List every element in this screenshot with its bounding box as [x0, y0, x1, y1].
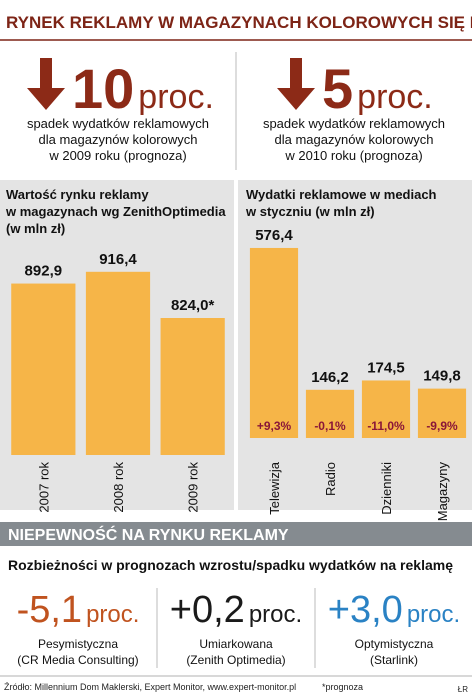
- forecast-source: (Starlink): [370, 653, 418, 667]
- forecast-label: Optymistyczna: [355, 637, 434, 651]
- bar: [85, 271, 151, 455]
- highlight-figure: 5 proc.: [322, 57, 433, 120]
- down-arrow: [27, 58, 65, 110]
- highlight-text: dla magazynów kolorowych: [275, 132, 434, 147]
- chart-title: Wydatki reklamowe w mediach: [246, 187, 437, 202]
- change-label: -0,1%: [314, 419, 346, 433]
- section-bar: [0, 522, 472, 546]
- highlight-unit: proc.: [357, 78, 433, 116]
- highlight-text: w 2010 roku (prognoza): [284, 148, 422, 163]
- forecast-value: +0,2: [170, 589, 245, 631]
- forecast-label: Umiarkowana: [199, 637, 273, 651]
- highlight-unit: proc.: [138, 78, 214, 116]
- highlight-text: w 2009 roku (prognoza): [48, 148, 186, 163]
- change-label: -11,0%: [367, 419, 405, 433]
- footer-note: *prognoza: [322, 682, 363, 692]
- value-label: 149,8: [423, 368, 461, 385]
- value-label: 916,4: [99, 251, 137, 268]
- highlight-value: 5: [322, 57, 353, 120]
- value-label: 824,0*: [171, 297, 215, 314]
- forecast-value: +3,0: [328, 589, 403, 631]
- chart-title: (w mln zł): [6, 221, 65, 236]
- chart-title: w magazynach wg ZenithOptimedia: [5, 204, 226, 219]
- bar: [160, 318, 225, 455]
- x-tick-label: 2009 rok: [186, 462, 201, 513]
- chart-title: w styczniu (w mln zł): [245, 204, 375, 219]
- chart-title: Wartość rynku reklamy: [6, 187, 149, 202]
- x-tick-label: Magazyny: [435, 462, 450, 522]
- bar: [305, 389, 355, 438]
- forecast-figure: +0,2 proc.: [170, 589, 302, 631]
- main-title: RYNEK REKLAMY W MAGAZYNACH KOLOROWYCH SI…: [6, 13, 472, 32]
- footer-credit: ŁR: [458, 685, 468, 694]
- x-tick-label: 2007 rok: [36, 462, 51, 513]
- section-title: NIEPEWNOŚĆ NA RYNKU REKLAMY: [8, 525, 289, 544]
- down-arrow: [277, 58, 315, 110]
- value-label: 576,4: [255, 227, 293, 244]
- bar: [249, 247, 299, 438]
- highlight-text: dla magazynów kolorowych: [39, 132, 198, 147]
- x-tick-label: Dzienniki: [379, 462, 394, 515]
- value-label: 892,9: [25, 263, 63, 280]
- highlight-text: spadek wydatków reklamowych: [263, 116, 445, 131]
- section-subtitle: Rozbieżności w prognozach wzrostu/spadku…: [8, 557, 453, 573]
- highlight-text: spadek wydatków reklamowych: [27, 116, 209, 131]
- forecast-source: (Zenith Optimedia): [186, 653, 285, 667]
- bar: [11, 283, 76, 455]
- change-label: -9,9%: [426, 419, 458, 433]
- bar: [361, 380, 411, 438]
- forecast-figure: -5,1 proc.: [17, 589, 140, 631]
- forecast-unit: proc.: [249, 601, 302, 628]
- forecast-value: -5,1: [17, 589, 82, 631]
- value-label: 146,2: [311, 369, 349, 386]
- highlight-figure: 10 proc.: [72, 57, 214, 120]
- bar: [417, 388, 467, 438]
- forecast-label: Pesymistyczna: [38, 637, 118, 651]
- footer-source: Źródło: Millennium Dom Maklerski, Expert…: [4, 682, 296, 692]
- x-tick-label: Telewizja: [267, 461, 282, 515]
- x-tick-label: 2008 rok: [111, 462, 126, 513]
- forecast-unit: proc.: [86, 601, 139, 628]
- forecast-unit: proc.: [407, 601, 460, 628]
- x-tick-label: Radio: [323, 462, 338, 496]
- value-label: 174,5: [367, 359, 405, 376]
- highlight-value: 10: [72, 57, 134, 120]
- forecast-source: (CR Media Consulting): [17, 653, 138, 667]
- forecast-figure: +3,0 proc.: [328, 589, 460, 631]
- change-label: +9,3%: [257, 419, 292, 433]
